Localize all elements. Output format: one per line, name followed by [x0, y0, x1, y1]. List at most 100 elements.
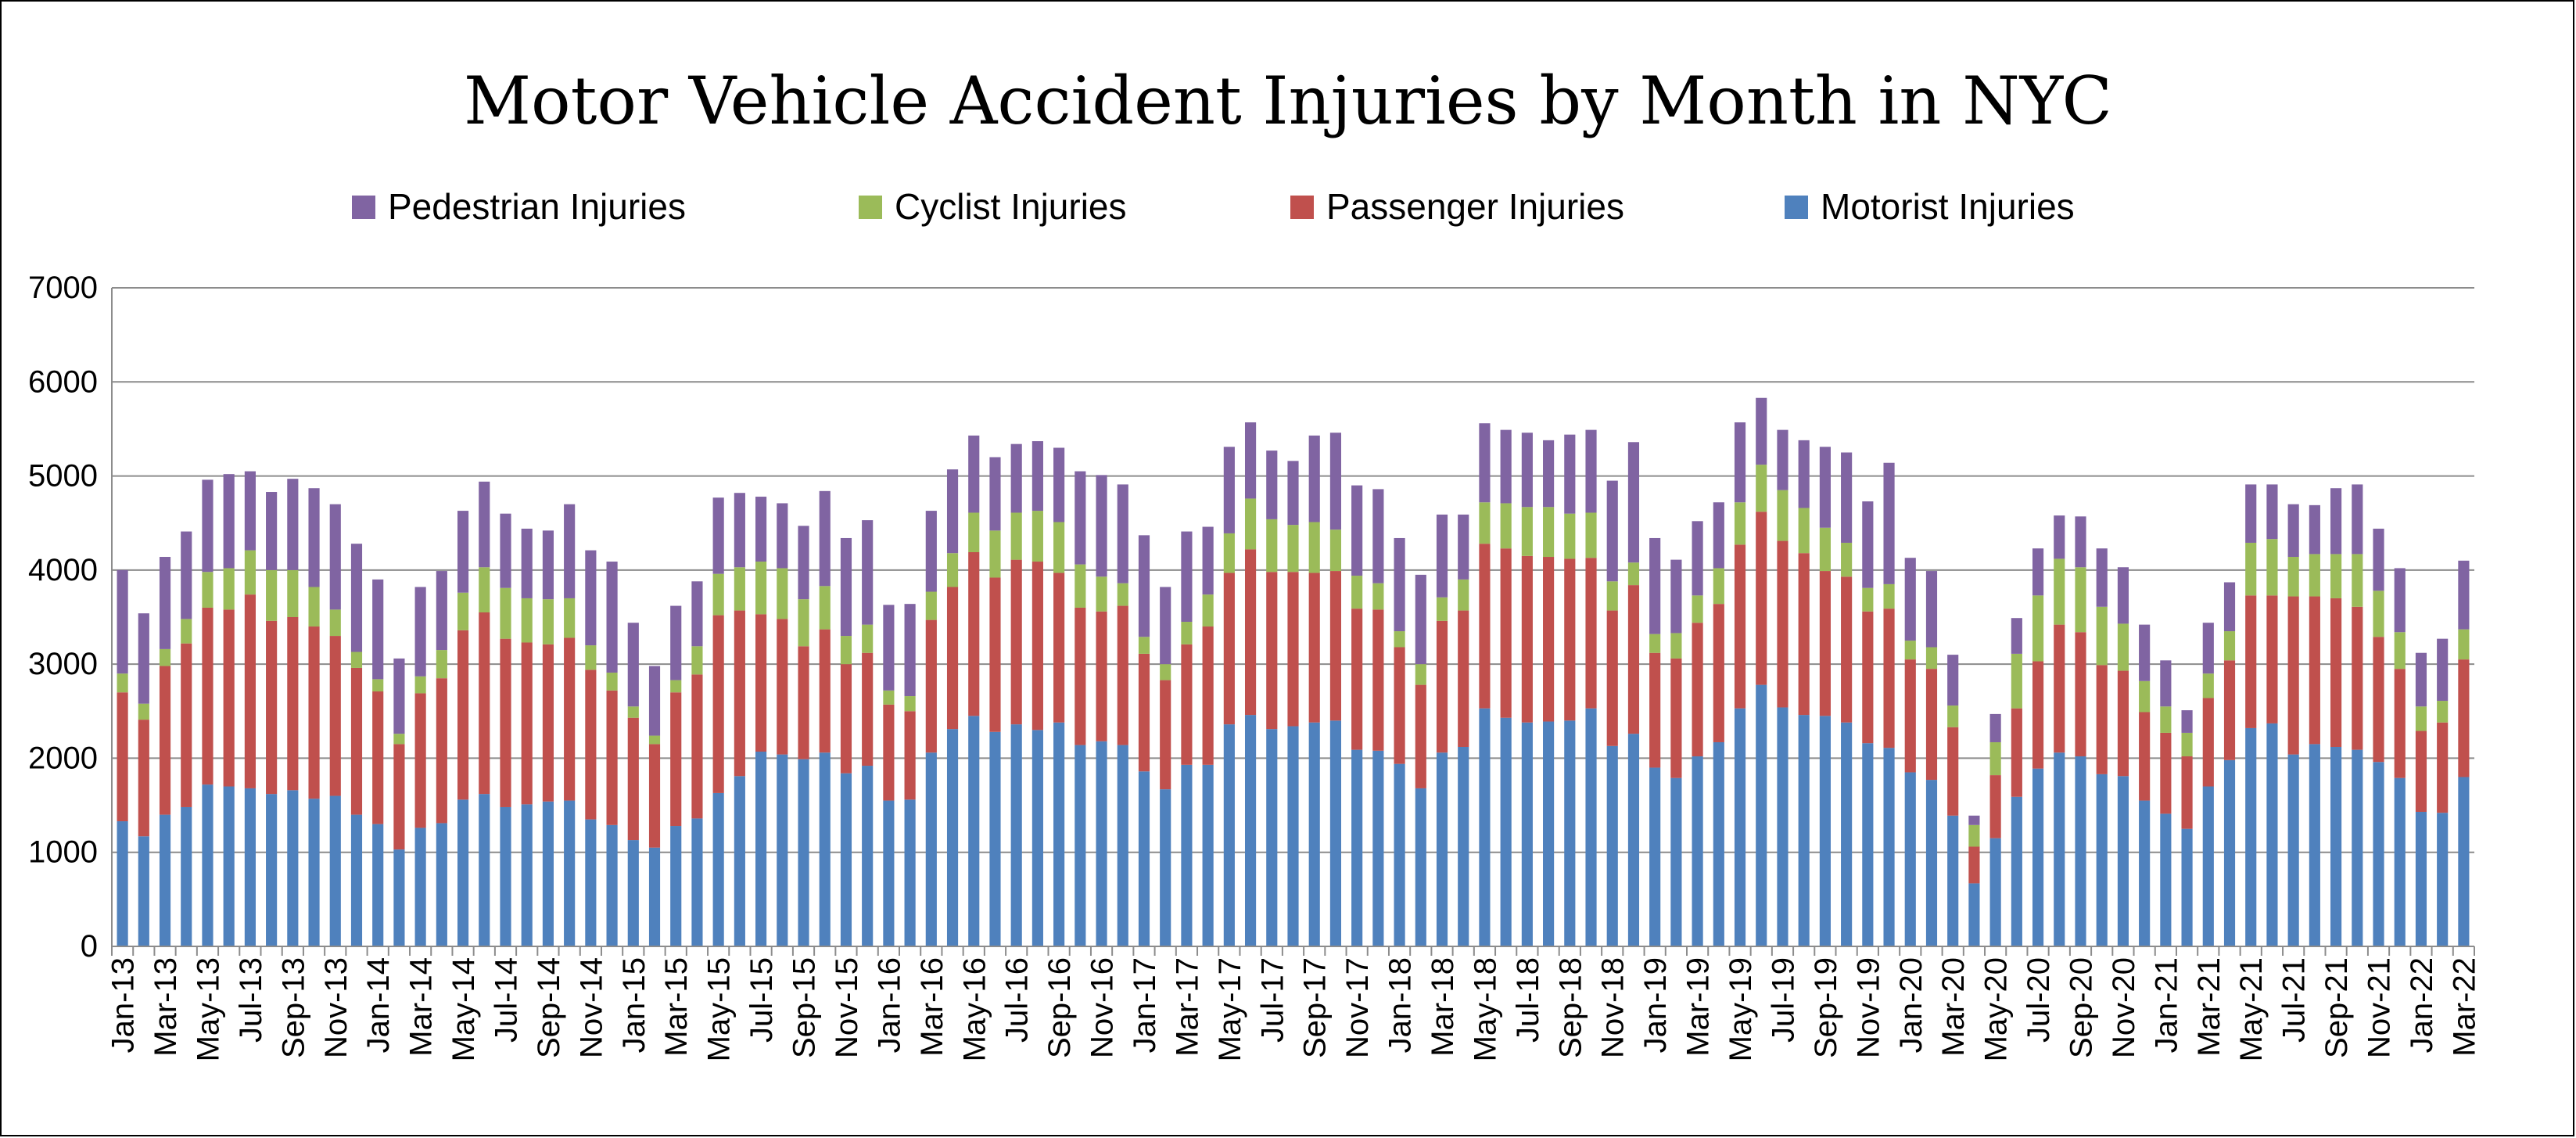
bar-segment-motorist-injuries [946, 729, 959, 946]
bar-segment-motorist-injuries [777, 754, 788, 946]
bar-segment-pedestrian-injuries [521, 528, 533, 598]
bar-segment-pedestrian-injuries [2223, 582, 2236, 632]
bar-segment-pedestrian-injuries [1713, 502, 1724, 569]
bar-segment-motorist-injuries [1308, 722, 1320, 946]
x-tick-label: Jul-18 [1511, 957, 1545, 1043]
bar-segment-pedestrian-injuries [585, 550, 597, 646]
bar-segment-pedestrian-injuries [2011, 618, 2022, 654]
bar-segment-motorist-injuries [564, 800, 576, 946]
bar-segment-pedestrian-injuries [2373, 528, 2384, 591]
bar-segment-passenger-injuries [117, 692, 128, 822]
x-tick-label: Sep-14 [532, 957, 566, 1058]
x-tick-label: Nov-15 [830, 957, 864, 1058]
x-tick-label: Sep-13 [276, 957, 310, 1058]
bar-segment-cyclist-injuries [2096, 606, 2108, 666]
bar-segment-pedestrian-injuries [1117, 484, 1128, 583]
bar-segment-cyclist-injuries [521, 598, 533, 643]
bar-segment-cyclist-injuries [1415, 664, 1426, 685]
bar-segment-pedestrian-injuries [2096, 548, 2108, 607]
bar-segment-pedestrian-injuries [2394, 568, 2406, 633]
bar-segment-pedestrian-injuries [2032, 548, 2044, 596]
bar-segment-motorist-injuries [798, 759, 809, 946]
bar-segment-cyclist-injuries [2245, 542, 2257, 596]
bar-segment-pedestrian-injuries [989, 457, 1001, 531]
bar-segment-passenger-injuries [2330, 598, 2342, 747]
bar-segment-cyclist-injuries [1138, 637, 1150, 654]
x-tick-label: Nov-19 [1851, 957, 1885, 1058]
bar-segment-motorist-injuries [308, 799, 320, 946]
bar-segment-motorist-injuries [1862, 743, 1874, 946]
x-tick-label: Nov-20 [2107, 957, 2141, 1058]
bar-segment-pedestrian-injuries [2458, 560, 2470, 630]
bar-segment-motorist-injuries [1458, 746, 1469, 946]
bar-segment-motorist-injuries [244, 788, 256, 946]
bar-segment-passenger-injuries [1458, 610, 1469, 747]
bar-segment-pedestrian-injuries [1883, 462, 1895, 584]
bar-segment-motorist-injuries [1649, 767, 1661, 946]
x-tick-label: May-21 [2234, 957, 2269, 1061]
x-tick-label: Mar-21 [2192, 957, 2226, 1057]
bar-segment-pedestrian-injuries [755, 497, 767, 562]
bar-segment-pedestrian-injuries [1202, 526, 1214, 595]
bar-segment-passenger-injuries [2373, 637, 2384, 763]
bar-segment-motorist-injuries [181, 806, 192, 946]
bar-segment-motorist-injuries [1925, 780, 1938, 946]
bar-segment-cyclist-injuries [1266, 519, 1278, 573]
bar-segment-cyclist-injuries [1458, 579, 1469, 611]
bar-segment-pedestrian-injuries [946, 469, 959, 554]
bar-segment-passenger-injuries [1351, 608, 1363, 750]
bar-segment-cyclist-injuries [266, 569, 278, 621]
x-tick-label: Mar-22 [2447, 957, 2481, 1057]
bar-segment-passenger-injuries [2437, 722, 2449, 813]
bar-segment-cyclist-injuries [1713, 568, 1724, 605]
bar-segment-motorist-injuries [819, 752, 831, 946]
bar-segment-cyclist-injuries [287, 569, 299, 617]
legend-label: Passenger Injuries [1326, 186, 1624, 227]
bar-segment-motorist-injuries [904, 799, 916, 946]
bar-segment-passenger-injuries [2032, 661, 2044, 769]
bar-segment-passenger-injuries [1372, 609, 1384, 751]
bar-segment-cyclist-injuries [372, 679, 384, 692]
bar-segment-passenger-injuries [1692, 623, 1703, 757]
bar-segment-cyclist-injuries [202, 572, 213, 608]
bar-segment-passenger-injuries [648, 744, 661, 848]
bar-segment-passenger-injuries [1627, 585, 1640, 734]
bar-segment-motorist-injuries [1287, 726, 1299, 946]
bar-segment-pedestrian-injuries [2160, 660, 2172, 707]
bar-segment-cyclist-injuries [627, 706, 639, 718]
bar-segment-motorist-injuries [2330, 746, 2342, 946]
bar-segment-passenger-injuries [2011, 708, 2022, 797]
bar-segment-cyclist-injuries [1181, 622, 1193, 644]
bar-segment-passenger-injuries [1160, 680, 1171, 790]
bar-segment-motorist-injuries [2287, 754, 2299, 946]
bar-segment-pedestrian-injuries [329, 504, 341, 610]
bar-segment-cyclist-injuries [1287, 525, 1299, 573]
bar-segment-motorist-injuries [2245, 727, 2257, 946]
bar-segment-cyclist-injuries [1925, 647, 1938, 670]
bar-segment-passenger-injuries [1329, 571, 1342, 721]
bar-segment-pedestrian-injuries [1479, 423, 1491, 503]
bar-segment-cyclist-injuries [393, 734, 405, 745]
bar-segment-pedestrian-injuries [712, 497, 724, 574]
bar-segment-passenger-injuries [1202, 626, 1214, 765]
bar-segment-motorist-injuries [2139, 800, 2151, 946]
bar-segment-passenger-injuries [712, 615, 724, 793]
bar-segment-cyclist-injuries [1734, 502, 1746, 545]
x-tick-label: Mar-16 [915, 957, 949, 1057]
bar-segment-pedestrian-injuries [606, 562, 618, 673]
bar-segment-motorist-injuries [2054, 752, 2065, 946]
bar-segment-motorist-injuries [521, 804, 533, 946]
bar-segment-passenger-injuries [500, 638, 511, 807]
bar-segment-motorist-injuries [2032, 768, 2044, 946]
bar-segment-cyclist-injuries [1500, 503, 1512, 549]
bar-segment-pedestrian-injuries [223, 474, 235, 569]
legend-label: Cyclist Injuries [895, 186, 1127, 227]
bar-segment-motorist-injuries [2202, 786, 2214, 946]
bar-segment-passenger-injuries [968, 552, 980, 716]
bar-segment-cyclist-injuries [755, 562, 767, 615]
bar-segment-cyclist-injuries [2415, 706, 2427, 731]
bar-segment-passenger-injuries [1394, 647, 1405, 764]
bar-segment-passenger-injuries [1436, 620, 1448, 753]
bar-segment-cyclist-injuries [1351, 576, 1363, 609]
bar-segment-cyclist-injuries [414, 676, 426, 694]
